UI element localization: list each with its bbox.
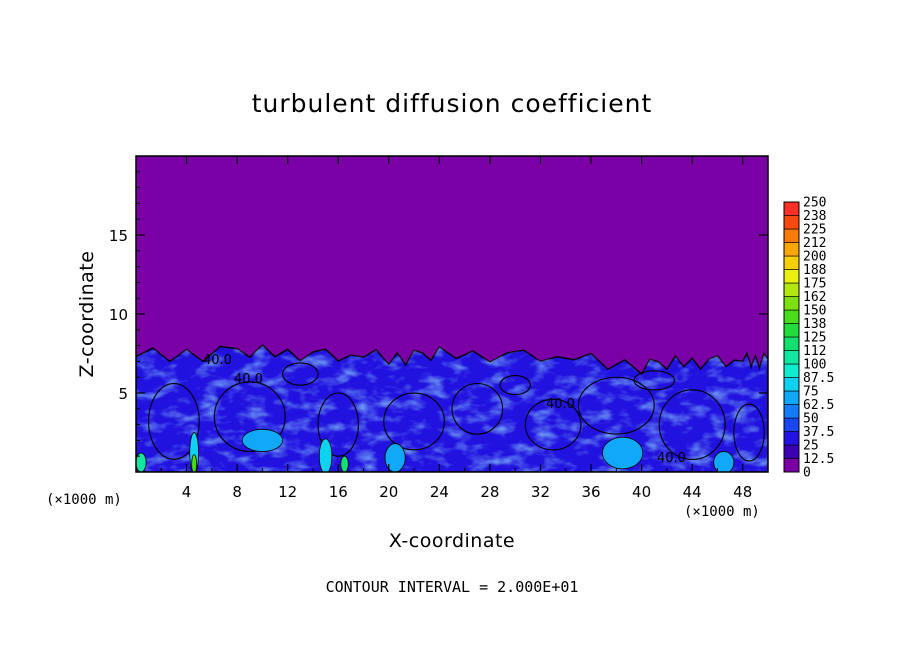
x-tick-label: 24	[430, 483, 449, 501]
high-value-patch	[136, 452, 147, 472]
contour-loop	[213, 381, 286, 453]
colorbar-label: 225	[803, 223, 826, 238]
colorbar-swatch	[783, 282, 800, 297]
contour-label: 40.0	[203, 353, 232, 368]
colorbar-label: 12.5	[803, 452, 834, 467]
contour-interval-note: CONTOUR INTERVAL = 2.000E+01	[326, 578, 579, 596]
colorbar-swatch	[783, 377, 800, 392]
high-value-patch	[340, 455, 349, 472]
y-tick-label: 5	[118, 385, 128, 403]
colorbar-swatch	[783, 431, 800, 446]
x-unit-right: (×1000 m)	[684, 504, 760, 520]
x-axis-title: X-coordinate	[389, 530, 515, 552]
x-tick-label: 16	[329, 483, 348, 501]
colorbar-swatch	[783, 228, 800, 243]
contour-loop	[524, 398, 582, 451]
colorbar-label: 37.5	[803, 425, 834, 440]
colorbar-swatch	[783, 444, 800, 459]
colorbar-swatch	[783, 458, 800, 473]
contour-label: 40.0	[234, 372, 263, 387]
colorbar-label: 87.5	[803, 371, 834, 386]
colorbar: 012.52537.55062.57587.510011212513815016…	[783, 196, 834, 481]
y-axis-title: Z-coordinate	[76, 251, 98, 378]
x-axis: 4 8 12 16 20 24 28 32 36 40 44 48	[160, 156, 752, 501]
x-tick-label: 20	[379, 483, 398, 501]
contour-loop	[633, 370, 675, 391]
colorbar-frame	[783, 201, 800, 473]
y-tick-label: 10	[109, 306, 128, 324]
colorbar-label: 150	[803, 304, 826, 319]
colorbar-swatch	[783, 309, 800, 324]
contour-loop	[577, 376, 655, 435]
high-value-patch	[241, 428, 283, 452]
colorbar-swatch	[783, 336, 800, 351]
colorbar-swatch	[783, 296, 800, 311]
colorbar-swatch	[783, 350, 800, 365]
high-value-patch	[318, 438, 333, 472]
x-tick-label: 44	[683, 483, 702, 501]
high-value-patch	[713, 451, 735, 472]
high-value-patch	[191, 454, 198, 472]
colorbar-swatch	[783, 215, 800, 230]
x-unit-left: (×1000 m)	[46, 492, 122, 508]
colorbar-label: 162	[803, 290, 826, 305]
colorbar-label: 100	[803, 358, 826, 373]
chart-title: turbulent diffusion coefficient	[252, 89, 653, 118]
inner-contours	[148, 362, 765, 462]
colorbar-label: 125	[803, 331, 826, 346]
colorbar-label: 75	[803, 385, 819, 400]
x-tick-label: 4	[182, 483, 192, 501]
colorbar-label: 0	[803, 466, 811, 481]
colorbar-label: 50	[803, 412, 819, 427]
contour-loop	[658, 389, 726, 460]
contour-labels: 40.0 40.0 40.0 40.0	[203, 353, 686, 466]
colorbar-swatch	[783, 363, 800, 378]
high-value-patch	[602, 436, 644, 470]
colorbar-label: 212	[803, 236, 826, 251]
x-tick-label: 8	[232, 483, 242, 501]
colorbar-label: 200	[803, 250, 826, 265]
contour-loop	[317, 392, 359, 457]
y-tick-label: 15	[109, 227, 128, 245]
x-tick-label: 28	[480, 483, 499, 501]
contour-loop	[282, 362, 319, 386]
plot-area	[136, 156, 768, 472]
colorbar-swatch	[783, 269, 800, 284]
contour-label: 40.0	[657, 451, 686, 466]
colorbar-label: 175	[803, 277, 826, 292]
colorbar-swatch	[783, 323, 800, 338]
x-tick-label: 36	[581, 483, 600, 501]
colorbar-label: 188	[803, 263, 826, 278]
colorbar-swatch	[783, 201, 800, 216]
x-tick-label: 32	[531, 483, 550, 501]
contour-loop	[148, 382, 200, 460]
colorbar-swatch	[783, 404, 800, 419]
contour-loop	[733, 403, 765, 462]
colorbar-label: 138	[803, 317, 826, 332]
contour-loop	[383, 392, 445, 451]
x-tick-label: 40	[632, 483, 651, 501]
colorbar-label: 112	[803, 344, 826, 359]
colorbar-swatch	[783, 255, 800, 270]
colorbar-label: 238	[803, 209, 826, 224]
contour-label: 40.0	[546, 397, 575, 412]
x-tick-label: 12	[278, 483, 297, 501]
high-value-patch	[384, 443, 406, 472]
contour-loop	[499, 375, 531, 396]
colorbar-swatch	[783, 390, 800, 405]
colorbar-label: 25	[803, 439, 819, 454]
colorbar-swatch	[783, 242, 800, 257]
high-value-patches	[136, 428, 735, 472]
x-tick-label: 48	[733, 483, 752, 501]
y-axis: 5 10 15	[109, 171, 768, 457]
colorbar-swatch	[783, 417, 800, 432]
contour-loop	[451, 382, 504, 435]
colorbar-label: 250	[803, 196, 826, 211]
colorbar-label: 62.5	[803, 398, 834, 413]
